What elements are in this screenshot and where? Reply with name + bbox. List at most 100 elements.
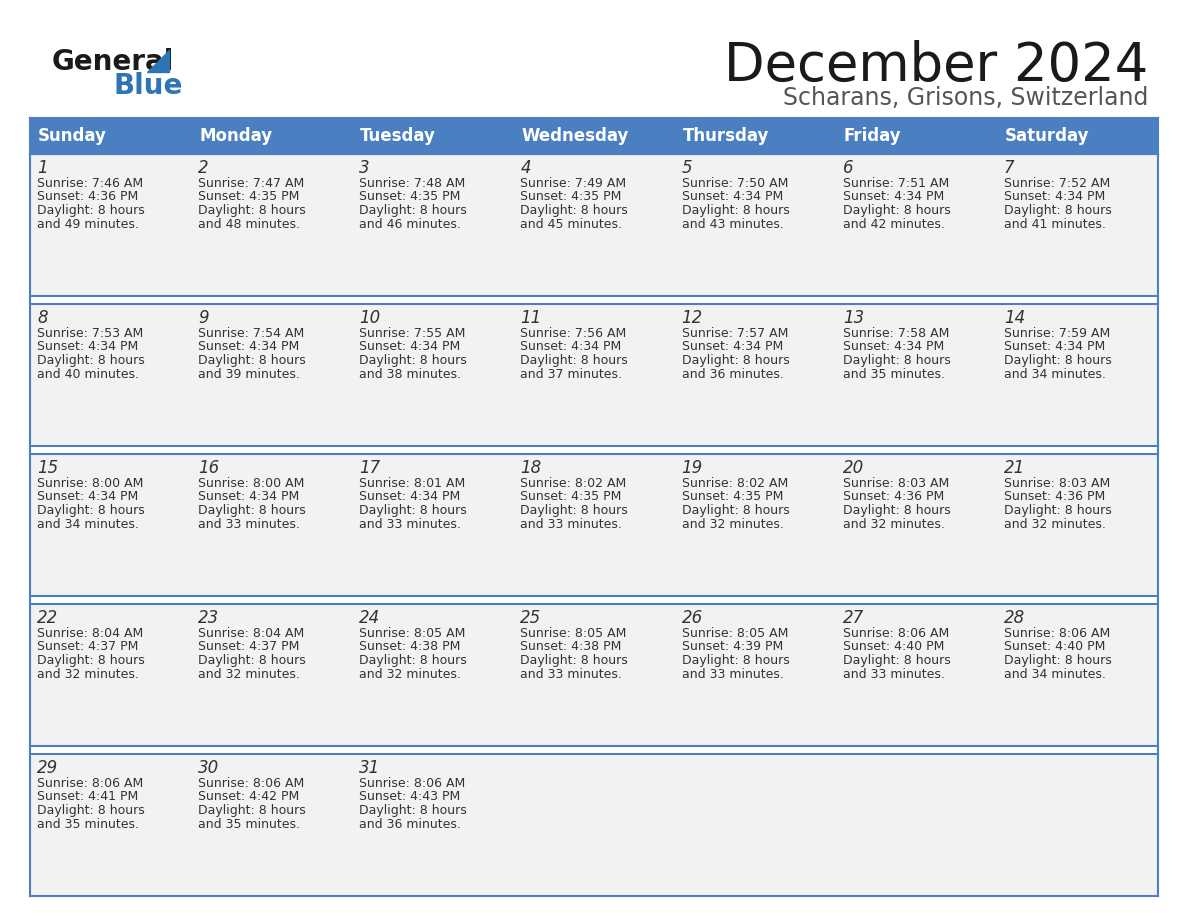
Text: Sunrise: 8:01 AM: Sunrise: 8:01 AM	[359, 477, 466, 490]
Text: and 32 minutes.: and 32 minutes.	[37, 667, 139, 680]
Text: Sunrise: 8:00 AM: Sunrise: 8:00 AM	[198, 477, 304, 490]
Text: Sunrise: 8:04 AM: Sunrise: 8:04 AM	[198, 627, 304, 640]
Text: Sunrise: 7:50 AM: Sunrise: 7:50 AM	[682, 177, 788, 190]
Text: 30: 30	[198, 759, 220, 777]
Bar	[30, 154, 1158, 296]
Text: and 46 minutes.: and 46 minutes.	[359, 218, 461, 230]
Text: and 42 minutes.: and 42 minutes.	[842, 218, 944, 230]
Text: Sunrise: 7:57 AM: Sunrise: 7:57 AM	[682, 327, 788, 340]
Text: and 35 minutes.: and 35 minutes.	[842, 367, 944, 380]
Text: 10: 10	[359, 309, 380, 327]
Text: and 32 minutes.: and 32 minutes.	[198, 667, 301, 680]
Bar	[30, 304, 1158, 446]
Bar	[30, 454, 1158, 596]
Text: and 38 minutes.: and 38 minutes.	[359, 367, 461, 380]
Bar	[835, 118, 997, 154]
Text: Sunset: 4:34 PM: Sunset: 4:34 PM	[1004, 191, 1105, 204]
Text: Daylight: 8 hours: Daylight: 8 hours	[842, 654, 950, 667]
Text: Daylight: 8 hours: Daylight: 8 hours	[359, 654, 467, 667]
Text: Sunset: 4:34 PM: Sunset: 4:34 PM	[1004, 341, 1105, 353]
Text: 20: 20	[842, 459, 864, 477]
Text: Sunset: 4:42 PM: Sunset: 4:42 PM	[198, 790, 299, 803]
Text: Daylight: 8 hours: Daylight: 8 hours	[198, 804, 305, 817]
Text: Sunrise: 7:46 AM: Sunrise: 7:46 AM	[37, 177, 143, 190]
Text: Daylight: 8 hours: Daylight: 8 hours	[520, 504, 628, 517]
Bar	[191, 118, 353, 154]
Text: 4: 4	[520, 159, 531, 177]
Text: Sunrise: 7:59 AM: Sunrise: 7:59 AM	[1004, 327, 1110, 340]
Text: Sunrise: 8:02 AM: Sunrise: 8:02 AM	[520, 477, 627, 490]
Bar	[30, 118, 191, 154]
Text: Daylight: 8 hours: Daylight: 8 hours	[359, 354, 467, 367]
Text: Sunrise: 7:55 AM: Sunrise: 7:55 AM	[359, 327, 466, 340]
Text: Daylight: 8 hours: Daylight: 8 hours	[520, 354, 628, 367]
Text: Sunrise: 8:06 AM: Sunrise: 8:06 AM	[37, 777, 144, 790]
Text: and 37 minutes.: and 37 minutes.	[520, 367, 623, 380]
Text: Sunrise: 7:54 AM: Sunrise: 7:54 AM	[198, 327, 304, 340]
Text: and 32 minutes.: and 32 minutes.	[359, 667, 461, 680]
Text: Daylight: 8 hours: Daylight: 8 hours	[842, 204, 950, 217]
Text: Daylight: 8 hours: Daylight: 8 hours	[359, 804, 467, 817]
Text: Sunset: 4:34 PM: Sunset: 4:34 PM	[842, 341, 944, 353]
Bar	[30, 754, 1158, 896]
Bar	[997, 118, 1158, 154]
Text: Sunset: 4:34 PM: Sunset: 4:34 PM	[37, 341, 138, 353]
Text: 7: 7	[1004, 159, 1015, 177]
Text: Sunrise: 8:06 AM: Sunrise: 8:06 AM	[198, 777, 304, 790]
Bar	[513, 118, 675, 154]
Text: Daylight: 8 hours: Daylight: 8 hours	[1004, 654, 1112, 667]
Text: Sunset: 4:37 PM: Sunset: 4:37 PM	[37, 641, 138, 654]
Text: and 35 minutes.: and 35 minutes.	[37, 818, 139, 831]
Bar	[353, 118, 513, 154]
Text: 24: 24	[359, 609, 380, 627]
Text: 31: 31	[359, 759, 380, 777]
Text: Daylight: 8 hours: Daylight: 8 hours	[37, 504, 145, 517]
Text: Sunset: 4:34 PM: Sunset: 4:34 PM	[359, 490, 461, 503]
Text: Wednesday: Wednesday	[522, 127, 628, 145]
Text: and 48 minutes.: and 48 minutes.	[198, 218, 301, 230]
Text: 29: 29	[37, 759, 58, 777]
Text: 21: 21	[1004, 459, 1025, 477]
Text: Sunrise: 8:05 AM: Sunrise: 8:05 AM	[682, 627, 788, 640]
Text: Sunset: 4:35 PM: Sunset: 4:35 PM	[520, 490, 621, 503]
Text: Daylight: 8 hours: Daylight: 8 hours	[520, 654, 628, 667]
Text: Tuesday: Tuesday	[360, 127, 436, 145]
Text: Sunrise: 8:04 AM: Sunrise: 8:04 AM	[37, 627, 144, 640]
Text: Daylight: 8 hours: Daylight: 8 hours	[198, 354, 305, 367]
Text: Sunset: 4:43 PM: Sunset: 4:43 PM	[359, 790, 461, 803]
Text: and 35 minutes.: and 35 minutes.	[198, 818, 301, 831]
Text: and 36 minutes.: and 36 minutes.	[359, 818, 461, 831]
Text: Daylight: 8 hours: Daylight: 8 hours	[682, 504, 789, 517]
Text: and 40 minutes.: and 40 minutes.	[37, 367, 139, 380]
Text: 5: 5	[682, 159, 693, 177]
Text: Sunrise: 7:49 AM: Sunrise: 7:49 AM	[520, 177, 626, 190]
Text: Daylight: 8 hours: Daylight: 8 hours	[359, 504, 467, 517]
Text: Sunset: 4:35 PM: Sunset: 4:35 PM	[520, 191, 621, 204]
Text: Monday: Monday	[200, 127, 272, 145]
Text: 19: 19	[682, 459, 703, 477]
Text: Sunset: 4:34 PM: Sunset: 4:34 PM	[520, 341, 621, 353]
Text: Daylight: 8 hours: Daylight: 8 hours	[682, 354, 789, 367]
Text: and 34 minutes.: and 34 minutes.	[1004, 367, 1106, 380]
Text: Sunrise: 8:05 AM: Sunrise: 8:05 AM	[520, 627, 627, 640]
Text: 26: 26	[682, 609, 703, 627]
Text: and 41 minutes.: and 41 minutes.	[1004, 218, 1106, 230]
Text: 23: 23	[198, 609, 220, 627]
Text: Saturday: Saturday	[1005, 127, 1089, 145]
Text: Thursday: Thursday	[683, 127, 769, 145]
Text: and 49 minutes.: and 49 minutes.	[37, 218, 139, 230]
Text: 2: 2	[198, 159, 209, 177]
Text: Sunset: 4:35 PM: Sunset: 4:35 PM	[682, 490, 783, 503]
Text: Sunset: 4:40 PM: Sunset: 4:40 PM	[842, 641, 944, 654]
Text: Sunrise: 8:03 AM: Sunrise: 8:03 AM	[842, 477, 949, 490]
Text: General: General	[52, 48, 175, 76]
Text: Sunrise: 8:03 AM: Sunrise: 8:03 AM	[1004, 477, 1110, 490]
Text: 16: 16	[198, 459, 220, 477]
Text: Sunset: 4:34 PM: Sunset: 4:34 PM	[682, 341, 783, 353]
Text: Sunset: 4:36 PM: Sunset: 4:36 PM	[1004, 490, 1105, 503]
Text: Daylight: 8 hours: Daylight: 8 hours	[37, 204, 145, 217]
Text: Daylight: 8 hours: Daylight: 8 hours	[37, 654, 145, 667]
Text: Daylight: 8 hours: Daylight: 8 hours	[1004, 204, 1112, 217]
Text: Daylight: 8 hours: Daylight: 8 hours	[37, 354, 145, 367]
Text: 28: 28	[1004, 609, 1025, 627]
